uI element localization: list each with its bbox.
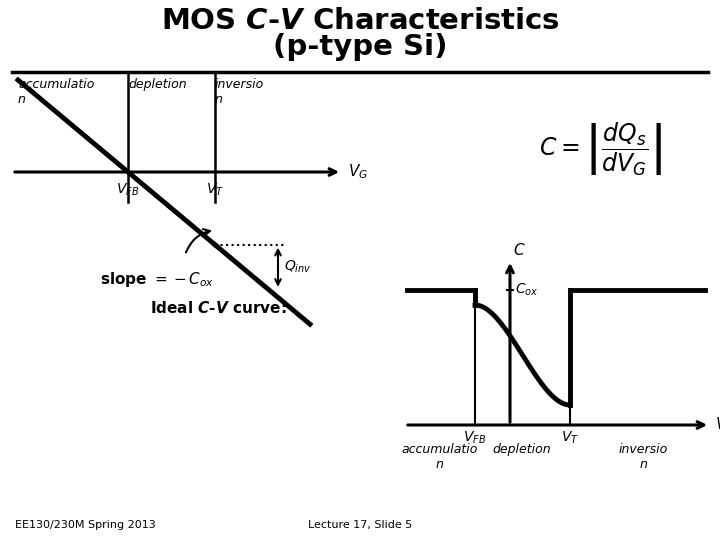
Text: $C_{ox}$: $C_{ox}$ bbox=[515, 282, 539, 298]
Text: inversio
n: inversio n bbox=[215, 78, 264, 106]
Text: slope $= -C_{ox}$: slope $= -C_{ox}$ bbox=[100, 270, 215, 289]
Text: $V_T$: $V_T$ bbox=[561, 430, 579, 447]
Text: Ideal $\bfit{C}$-$\bfit{V}$ curve:: Ideal $\bfit{C}$-$\bfit{V}$ curve: bbox=[150, 300, 287, 316]
Text: $Q_{inv}$: $Q_{inv}$ bbox=[284, 259, 312, 275]
Text: depletion: depletion bbox=[492, 443, 552, 456]
Text: accumulatio
n: accumulatio n bbox=[402, 443, 478, 471]
Text: $C = \left|\dfrac{dQ_s}{dV_G}\right|$: $C = \left|\dfrac{dQ_s}{dV_G}\right|$ bbox=[539, 120, 662, 178]
Text: inversio
n: inversio n bbox=[618, 443, 667, 471]
Text: $V_T$: $V_T$ bbox=[206, 182, 224, 198]
Text: $C$: $C$ bbox=[513, 242, 526, 258]
Text: accumulatio
n: accumulatio n bbox=[18, 78, 94, 106]
Text: depletion: depletion bbox=[128, 78, 186, 91]
Text: MOS $\bfit{C}$-$\bfit{V}$ Characteristics: MOS $\bfit{C}$-$\bfit{V}$ Characteristic… bbox=[161, 7, 559, 35]
Text: $V_{FB}$: $V_{FB}$ bbox=[464, 430, 487, 447]
Text: (p-type Si): (p-type Si) bbox=[273, 33, 447, 61]
Text: $V_{FB}$: $V_{FB}$ bbox=[117, 182, 140, 198]
Text: $V_G$: $V_G$ bbox=[348, 163, 368, 181]
Text: Lecture 17, Slide 5: Lecture 17, Slide 5 bbox=[308, 520, 412, 530]
Text: $V_G$: $V_G$ bbox=[715, 416, 720, 434]
Text: EE130/230M Spring 2013: EE130/230M Spring 2013 bbox=[15, 520, 156, 530]
